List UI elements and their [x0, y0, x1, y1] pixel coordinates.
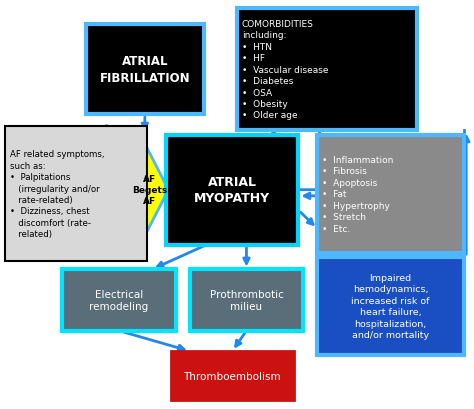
FancyBboxPatch shape	[166, 135, 299, 245]
FancyBboxPatch shape	[171, 351, 294, 400]
Polygon shape	[140, 135, 168, 245]
Text: AF related symptoms,
such as:
•  Palpitations
   (irregularity and/or
   rate-re: AF related symptoms, such as: • Palpitat…	[10, 150, 105, 239]
Text: Electrical
remodeling: Electrical remodeling	[89, 289, 148, 312]
Text: Impaired
hemodynamics,
increased risk of
heart failure,
hospitalization,
and/or : Impaired hemodynamics, increased risk of…	[351, 273, 430, 339]
Text: Prothrombotic
milieu: Prothrombotic milieu	[210, 289, 283, 312]
Text: Thromboembolism: Thromboembolism	[183, 371, 281, 381]
Text: ATRIAL
FIBRILLATION: ATRIAL FIBRILLATION	[100, 55, 190, 85]
FancyBboxPatch shape	[86, 25, 204, 115]
Text: COMORBIDITIES
including:
•  HTN
•  HF
•  Vascular disease
•  Diabetes
•  OSA
•  : COMORBIDITIES including: • HTN • HF • Va…	[242, 20, 328, 120]
Text: •  Inflammation
•  Fibrosis
•  Apoptosis
•  Fat
•  Hypertrophy
•  Stretch
•  Etc: • Inflammation • Fibrosis • Apoptosis • …	[322, 155, 393, 233]
FancyBboxPatch shape	[62, 270, 175, 331]
FancyBboxPatch shape	[318, 258, 464, 355]
FancyBboxPatch shape	[237, 9, 417, 131]
FancyBboxPatch shape	[190, 270, 303, 331]
FancyBboxPatch shape	[318, 135, 464, 254]
Text: AF
Begets
AF: AF Begets AF	[132, 175, 167, 206]
Text: ATRIAL
MYOPATHY: ATRIAL MYOPATHY	[194, 175, 270, 205]
FancyBboxPatch shape	[5, 127, 147, 262]
